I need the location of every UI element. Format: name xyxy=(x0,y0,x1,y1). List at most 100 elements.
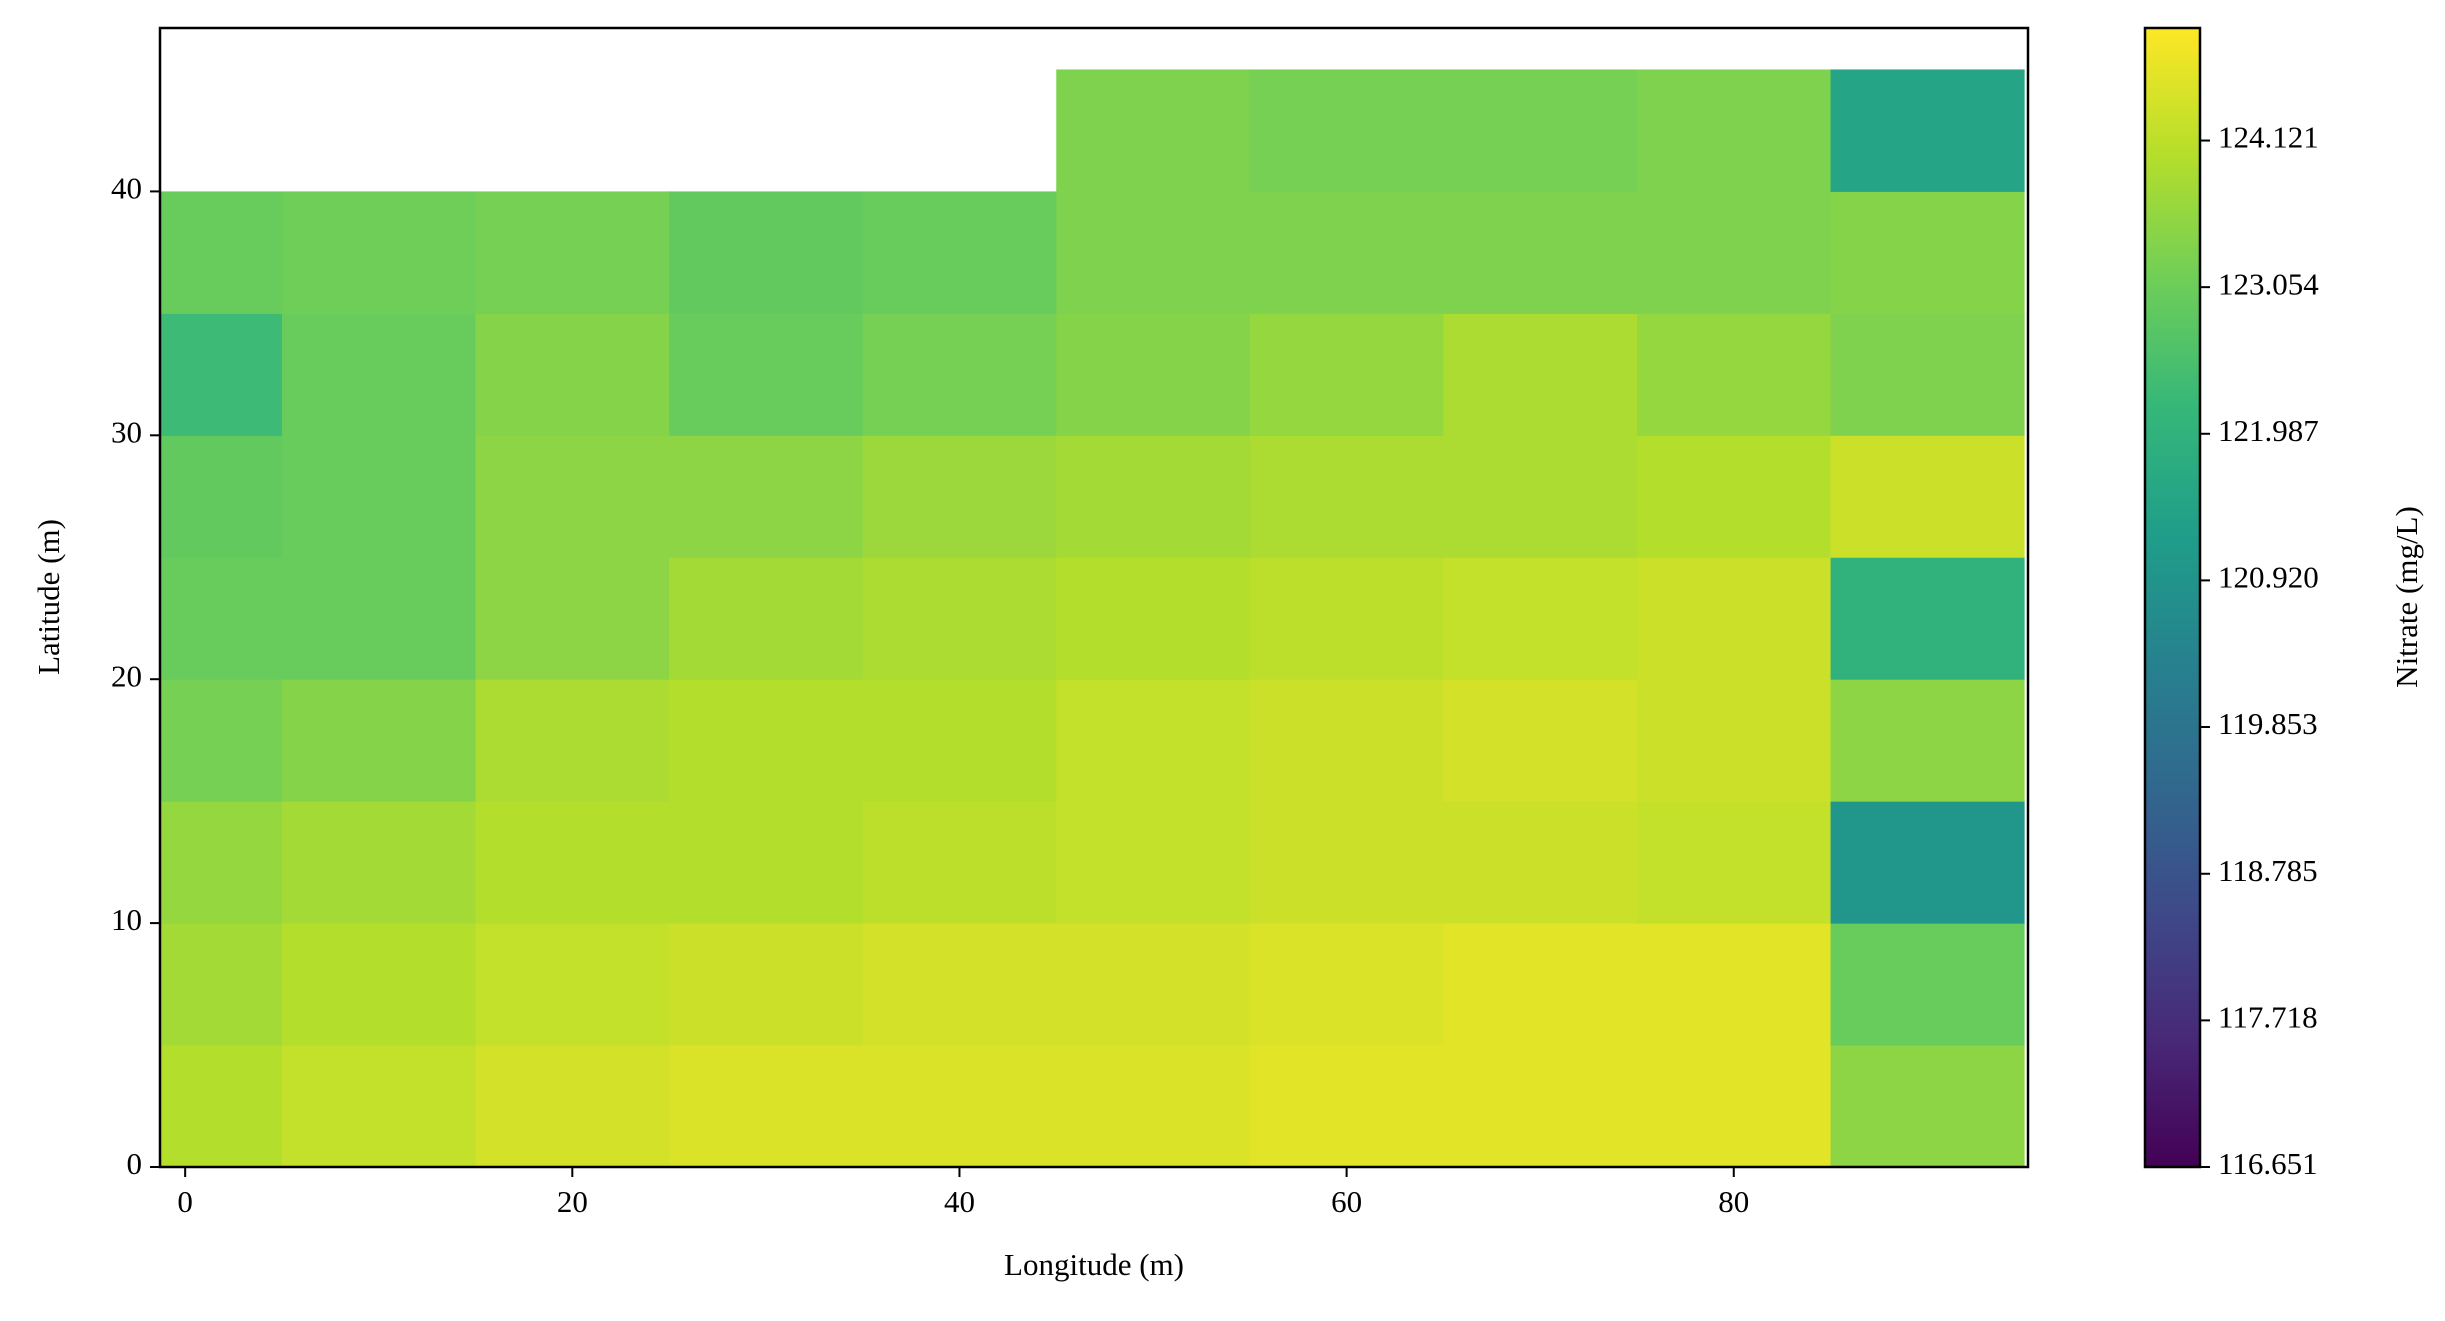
contour-cell xyxy=(1443,313,1638,436)
contour-cell xyxy=(669,679,864,802)
contour-cell xyxy=(1249,191,1444,314)
contour-cell xyxy=(160,801,283,924)
contour-cell xyxy=(1636,191,1832,314)
contour-cell xyxy=(281,679,477,802)
contour-cell xyxy=(1830,801,2025,924)
contour-cell xyxy=(1443,679,1638,802)
contour-cell xyxy=(160,679,283,802)
contour-cell xyxy=(160,191,283,314)
contour-cell xyxy=(1636,69,1832,192)
contour-cell xyxy=(1443,801,1638,924)
contour-cell xyxy=(1056,557,1251,680)
contour-cell xyxy=(1636,435,1832,558)
contour-cell xyxy=(1056,191,1251,314)
contour-cell xyxy=(1249,435,1444,558)
contour-cell xyxy=(669,923,864,1046)
contour-cell xyxy=(1636,313,1832,436)
contour-cell xyxy=(1830,69,2025,192)
contour-cell xyxy=(1249,801,1444,924)
contour-cell xyxy=(669,191,864,314)
contour-cell xyxy=(1443,923,1638,1046)
colorbar-tick-label: 117.718 xyxy=(2218,999,2318,1034)
contour-cell xyxy=(669,801,864,924)
contour-cell xyxy=(669,557,864,680)
contour-cell xyxy=(475,435,670,558)
colorbar-tick-label: 120.920 xyxy=(2218,560,2319,595)
y-tick-label: 30 xyxy=(111,414,142,449)
contour-cell xyxy=(1830,679,2025,802)
contour-cell xyxy=(1636,1045,1832,1167)
contour-cell xyxy=(475,557,670,680)
contour-cell xyxy=(1056,801,1251,924)
colorbar-label: Nitrate (mg/L) xyxy=(2389,506,2424,688)
contour-cell xyxy=(281,435,477,558)
contour-cell xyxy=(281,557,477,680)
contour-cell xyxy=(862,435,1057,558)
y-tick-label: 40 xyxy=(111,171,142,206)
contour-cell xyxy=(281,801,477,924)
contour-cell xyxy=(1249,557,1444,680)
contour-cell xyxy=(669,1045,864,1167)
colorbar-tick-label: 124.121 xyxy=(2218,120,2319,155)
colorbar-tick-label: 121.987 xyxy=(2218,413,2319,448)
x-tick-label: 60 xyxy=(1331,1184,1362,1219)
x-tick-label: 40 xyxy=(944,1184,975,1219)
contour-cell xyxy=(1249,923,1444,1046)
contour-cell xyxy=(669,313,864,436)
y-tick-label: 10 xyxy=(111,902,142,937)
contour-cell xyxy=(1443,557,1638,680)
contour-cell xyxy=(1636,923,1832,1046)
y-axis-label: Latitude (m) xyxy=(31,519,66,675)
contour-cell xyxy=(1830,313,2025,436)
contour-cell xyxy=(862,313,1057,436)
contour-cell xyxy=(1636,679,1832,802)
colorbar-tick-label: 119.853 xyxy=(2218,706,2318,741)
contour-cell xyxy=(1056,679,1251,802)
contour-cell xyxy=(475,313,670,436)
contour-cell xyxy=(862,191,1057,314)
contour-cell xyxy=(281,923,477,1046)
contour-cell xyxy=(1443,191,1638,314)
x-axis-label: Longitude (m) xyxy=(1004,1247,1184,1282)
contour-cell xyxy=(1056,1045,1251,1167)
contour-cell xyxy=(1830,1045,2025,1167)
contour-cell xyxy=(1443,435,1638,558)
contour-cell xyxy=(475,801,670,924)
contour-cell xyxy=(160,923,283,1046)
contour-cell xyxy=(1443,69,1638,192)
contour-cell xyxy=(862,923,1057,1046)
contour-cell xyxy=(1830,191,2025,314)
colorbar-tick-label: 118.785 xyxy=(2218,853,2318,888)
contour-field xyxy=(160,69,2025,1167)
contour-cell xyxy=(1636,801,1832,924)
contour-cell xyxy=(475,1045,670,1167)
contour-cell xyxy=(1249,313,1444,436)
contour-cell xyxy=(1830,923,2025,1046)
contour-cell xyxy=(1636,557,1832,680)
colorbar-tick-label: 116.651 xyxy=(2218,1146,2318,1181)
contour-cell xyxy=(160,557,283,680)
contour-cell xyxy=(1443,1045,1638,1167)
y-tick-label: 20 xyxy=(111,658,142,693)
contour-cell xyxy=(1249,1045,1444,1167)
contour-cell xyxy=(475,679,670,802)
colorbar-tick-label: 123.054 xyxy=(2218,266,2319,301)
contour-cell xyxy=(281,1045,477,1167)
y-tick-label: 0 xyxy=(127,1146,143,1181)
contour-cell xyxy=(475,923,670,1046)
contour-cell xyxy=(862,557,1057,680)
contour-cell xyxy=(281,191,477,314)
contour-cell xyxy=(281,313,477,436)
contour-cell xyxy=(160,1045,283,1167)
colorbar xyxy=(2143,26,2202,1169)
contour-cell xyxy=(1830,435,2025,558)
plot-frame xyxy=(158,26,2030,1169)
contour-cell xyxy=(862,679,1057,802)
contour-cell xyxy=(1056,923,1251,1046)
contour-cell xyxy=(1249,69,1444,192)
contour-cell xyxy=(862,801,1057,924)
contour-cell xyxy=(1249,679,1444,802)
contour-cell xyxy=(160,435,283,558)
